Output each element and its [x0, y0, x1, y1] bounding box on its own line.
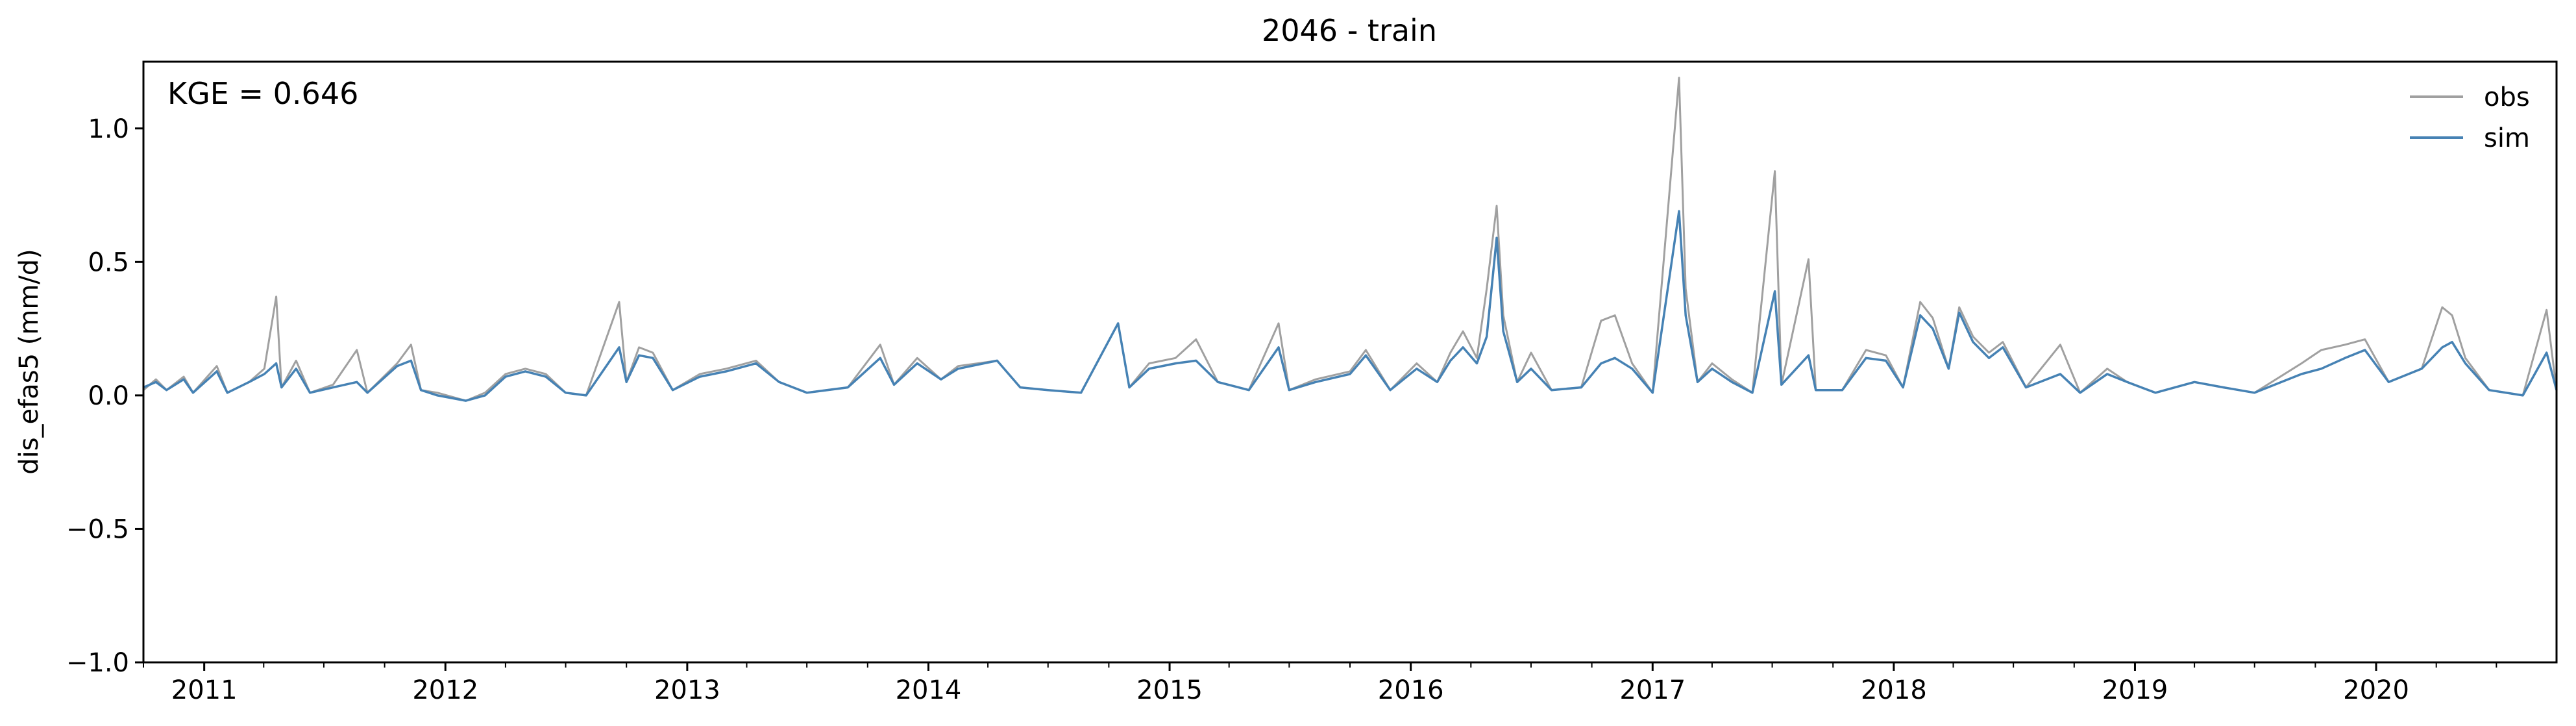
x-tick-label: 2014 [896, 675, 962, 705]
y-axis: −1.0 −0.5 0.0 0.5 1.0 [66, 114, 143, 678]
legend: obs sim [2410, 82, 2530, 153]
x-tick-label: 2015 [1136, 675, 1203, 705]
legend-label-sim: sim [2484, 123, 2530, 153]
y-tick-label: 0.5 [88, 247, 129, 277]
x-tick-label: 2020 [2343, 675, 2409, 705]
y-tick-label: −0.5 [66, 514, 129, 544]
y-axis-label: dis_efas5 (mm/d) [14, 249, 44, 475]
x-tick-label: 2018 [1861, 675, 1927, 705]
y-tick-label: −1.0 [66, 648, 129, 678]
x-tick-label: 2017 [1619, 675, 1686, 705]
plot-lines [143, 77, 2558, 402]
chart-title: 2046 - train [1262, 13, 1437, 48]
legend-label-obs: obs [2484, 82, 2530, 112]
x-tick-label: 2016 [1378, 675, 1444, 705]
x-tick-label: 2011 [171, 675, 238, 705]
series-line-sim [143, 210, 2558, 402]
kge-annotation: KGE = 0.646 [167, 76, 358, 111]
x-tick-label: 2019 [2102, 675, 2168, 705]
y-tick-label: 1.0 [88, 114, 129, 144]
x-axis: 2011 2012 2013 2014 2015 2016 2017 2018 2019 2020 [143, 662, 2497, 705]
x-tick-label: 2012 [412, 675, 478, 705]
x-tick-label: 2013 [654, 675, 720, 705]
y-tick-label: 0.0 [88, 381, 129, 411]
